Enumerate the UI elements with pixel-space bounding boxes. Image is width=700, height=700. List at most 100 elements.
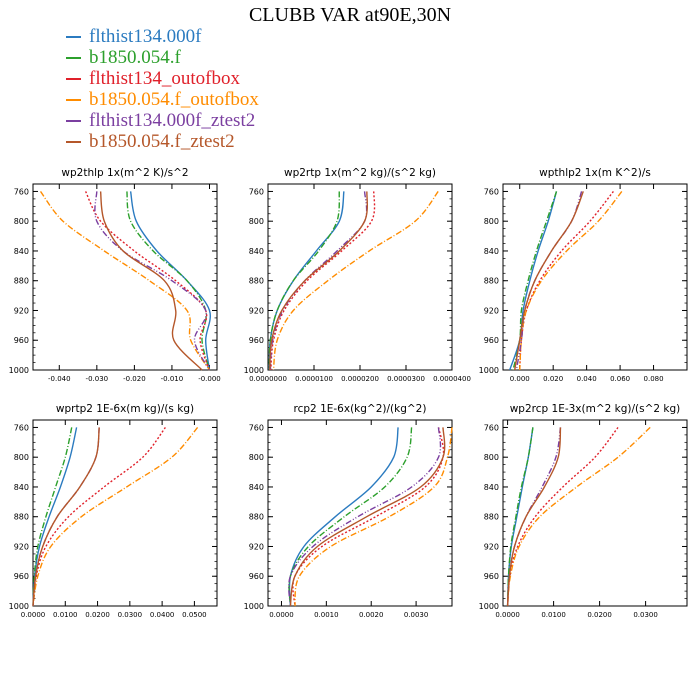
panel-title: wp2thlp 1x(m^2 K)/s^2 [61, 167, 188, 179]
legend-item: flthist134_outofbox [66, 68, 259, 89]
y-tick-label: 960 [14, 336, 29, 345]
y-tick-label: 840 [249, 483, 264, 492]
series-line [126, 191, 211, 371]
legend-label: flthist134_outofbox [89, 68, 240, 89]
x-tick-label: 0.0100 [53, 611, 78, 619]
x-tick-label: 0.0000300 [387, 375, 425, 383]
legend-item: b1850.054.f [66, 47, 259, 68]
x-tick-label: 0.0500 [182, 611, 207, 619]
x-tick-label: 0.0000000 [249, 375, 287, 383]
y-tick-label: 920 [249, 542, 264, 551]
series-line [270, 191, 376, 371]
series-line [32, 426, 199, 607]
panel-frame [32, 419, 218, 607]
x-tick-label: 0.0200 [85, 611, 110, 619]
series-line [519, 190, 614, 371]
y-tick-label: 1000 [244, 366, 264, 375]
x-tick-label: -0.000 [198, 375, 221, 383]
y-tick-label: 840 [484, 247, 499, 256]
y-tick-label: 760 [14, 423, 29, 432]
y-tick-label: 1000 [244, 602, 264, 611]
y-tick-label: 800 [484, 217, 499, 226]
y-tick-label: 800 [484, 453, 499, 462]
x-tick-label: 0.0000 [269, 611, 294, 619]
series-line [288, 427, 413, 607]
series-line [272, 190, 439, 371]
series-line [269, 191, 369, 371]
y-tick-label: 880 [484, 277, 499, 286]
panel-title: wprtp2 1E-6x(m kg)/(s kg) [56, 403, 194, 415]
legend-swatch [66, 140, 81, 143]
series-line [506, 427, 562, 607]
series-line [294, 427, 453, 607]
x-tick-label: 0.0030 [404, 611, 429, 619]
legend-swatch [66, 77, 81, 80]
y-tick-label: 840 [14, 247, 29, 256]
legend-swatch [66, 119, 81, 122]
y-tick-label: 920 [14, 306, 29, 315]
y-tick-label: 920 [249, 306, 264, 315]
x-tick-label: -0.020 [123, 375, 146, 383]
y-tick-label: 800 [249, 217, 264, 226]
panel-title: rcp2 1E-6x(kg^2)/(kg^2) [294, 403, 427, 415]
panel-title: wp2rtp 1x(m^2 kg)/(s^2 kg) [284, 167, 436, 179]
y-tick-label: 760 [249, 423, 264, 432]
series-line [94, 191, 211, 371]
y-tick-label: 960 [484, 336, 499, 345]
x-tick-label: 0.0000200 [341, 375, 379, 383]
series-line [32, 426, 166, 607]
y-tick-label: 760 [484, 187, 499, 196]
x-tick-label: 0.0200 [587, 611, 612, 619]
x-tick-label: 0.0000 [21, 611, 46, 619]
legend-item: flthist134.000f_ztest2 [66, 110, 259, 131]
y-tick-label: 920 [484, 542, 499, 551]
series-line [32, 427, 78, 607]
panel-title: wpthlp2 1x(m K^2)/s [539, 167, 651, 179]
x-tick-label: 0.020 [543, 375, 563, 383]
legend-swatch [66, 56, 81, 59]
y-tick-label: 840 [484, 483, 499, 492]
legend-label: b1850.054.f [89, 47, 181, 68]
y-tick-label: 1000 [9, 366, 29, 375]
x-tick-label: 0.040 [577, 375, 597, 383]
panel-frame [502, 419, 688, 607]
y-tick-label: 960 [484, 572, 499, 581]
x-tick-label: 0.0300 [118, 611, 143, 619]
chart-panel: wprtp2 1E-6x(m kg)/(s kg) 760 800 840 880 920… [9, 403, 218, 619]
legend-label: b1850.054.f_outofbox [89, 89, 259, 110]
y-tick-label: 840 [249, 247, 264, 256]
x-tick-label: 0.0000 [495, 611, 520, 619]
x-tick-label: 0.000 [510, 375, 530, 383]
legend-item: b1850.054.f_outofbox [66, 89, 259, 110]
y-tick-label: 880 [14, 513, 29, 522]
chart-panel: wp2rcp 1E-3x(m^2 kg)/(s^2 kg) 760 800 840 88… [479, 403, 688, 619]
legend-item: b1850.054.f_ztest2 [66, 131, 259, 152]
legend-label: flthist134.000f [89, 26, 202, 47]
series-line [84, 191, 211, 371]
y-tick-label: 960 [249, 336, 264, 345]
panel-frame [267, 419, 453, 607]
chart-panel: rcp2 1E-6x(kg^2)/(kg^2) 760 800 840 880 920 96… [244, 403, 453, 619]
panel-frame [32, 183, 218, 371]
series-line [99, 191, 203, 371]
legend-swatch [66, 98, 81, 101]
y-tick-label: 880 [14, 277, 29, 286]
series-line [509, 191, 558, 371]
x-tick-label: 0.0000400 [433, 375, 471, 383]
x-tick-label: 0.080 [644, 375, 664, 383]
y-tick-label: 880 [249, 513, 264, 522]
legend-item: flthist134.000f [66, 26, 259, 47]
y-tick-label: 1000 [479, 602, 499, 611]
series-line [32, 427, 100, 607]
y-tick-label: 760 [484, 423, 499, 432]
series-line [268, 191, 345, 371]
series-line [288, 427, 442, 607]
y-tick-label: 760 [249, 187, 264, 196]
y-tick-label: 1000 [479, 366, 499, 375]
y-tick-label: 960 [14, 572, 29, 581]
y-tick-label: 760 [14, 187, 29, 196]
series-line [506, 426, 651, 607]
x-tick-label: 0.0020 [359, 611, 384, 619]
x-tick-label: -0.010 [161, 375, 184, 383]
